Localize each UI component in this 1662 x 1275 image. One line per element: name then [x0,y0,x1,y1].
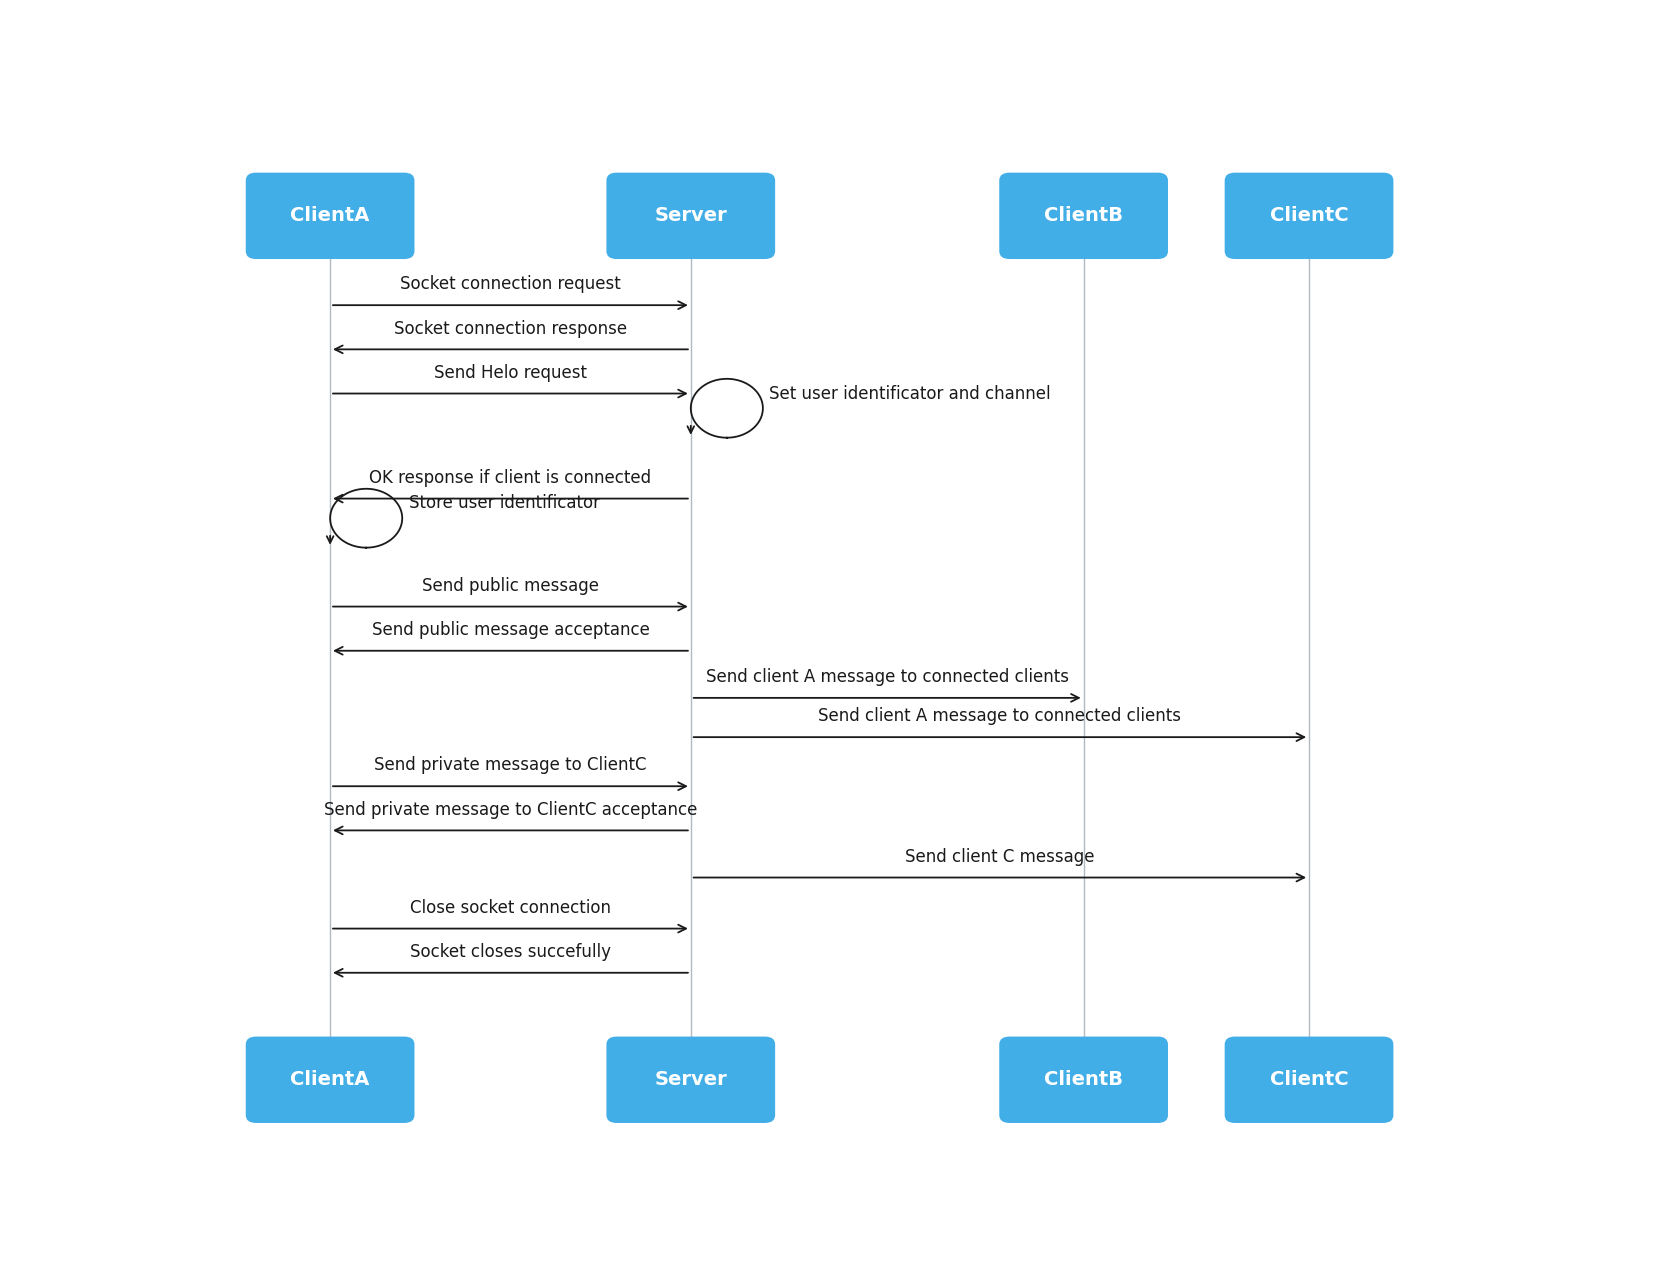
Text: Send Helo request: Send Helo request [434,363,587,381]
Text: Send client C message: Send client C message [906,848,1095,866]
FancyBboxPatch shape [246,172,414,259]
FancyBboxPatch shape [246,1037,414,1123]
Text: ClientB: ClientB [1044,207,1124,226]
Text: Server: Server [655,1070,728,1089]
FancyBboxPatch shape [1225,172,1393,259]
Text: Set user identificator and channel: Set user identificator and channel [770,385,1050,403]
Text: OK response if client is connected: OK response if client is connected [369,469,652,487]
Text: Send client A message to connected clients: Send client A message to connected clien… [706,668,1069,686]
Text: Close socket connection: Close socket connection [411,899,612,917]
FancyBboxPatch shape [1225,1037,1393,1123]
Text: Socket connection response: Socket connection response [394,320,627,338]
Text: Store user identificator: Store user identificator [409,495,600,513]
Text: Send public message: Send public message [422,576,598,594]
Text: Socket connection request: Socket connection request [401,275,622,293]
FancyBboxPatch shape [999,1037,1168,1123]
Text: Server: Server [655,207,728,226]
Text: Send public message acceptance: Send public message acceptance [372,621,650,639]
Text: ClientC: ClientC [1270,207,1348,226]
Text: Send private message to ClientC acceptance: Send private message to ClientC acceptan… [324,801,696,819]
FancyBboxPatch shape [607,172,774,259]
Text: ClientB: ClientB [1044,1070,1124,1089]
Text: Send client A message to connected clients: Send client A message to connected clien… [818,708,1182,725]
Text: Send private message to ClientC: Send private message to ClientC [374,756,647,774]
Text: ClientC: ClientC [1270,1070,1348,1089]
Text: Socket closes succefully: Socket closes succefully [411,944,612,961]
Text: ClientA: ClientA [291,207,371,226]
Text: ClientA: ClientA [291,1070,371,1089]
FancyBboxPatch shape [607,1037,774,1123]
FancyBboxPatch shape [999,172,1168,259]
